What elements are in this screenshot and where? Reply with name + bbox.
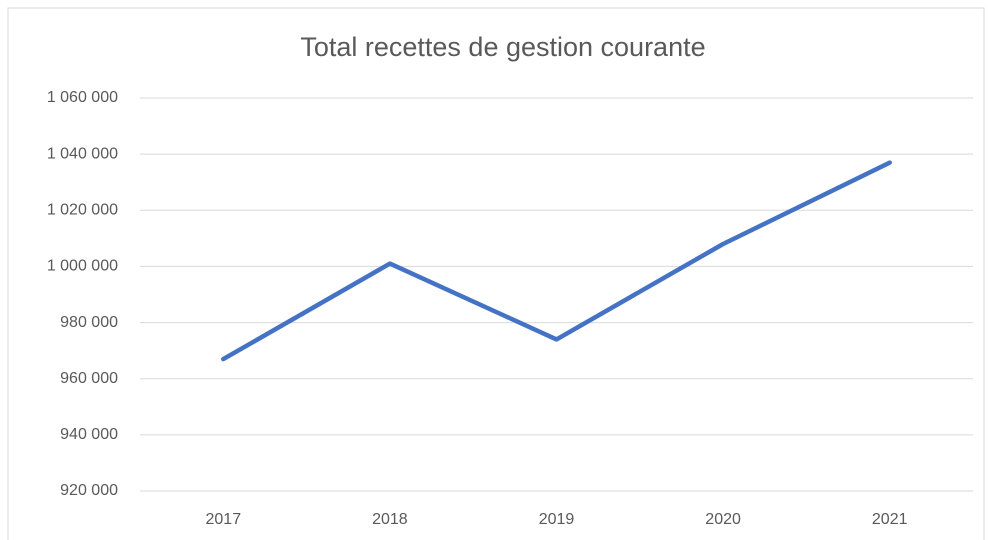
y-tick-label: 1 040 000 xyxy=(47,145,118,162)
x-tick-label: 2020 xyxy=(705,511,741,528)
x-tick-label: 2017 xyxy=(206,511,242,528)
y-tick-label: 960 000 xyxy=(60,370,118,387)
x-tick-label: 2018 xyxy=(372,511,408,528)
x-tick-label: 2021 xyxy=(872,511,908,528)
y-tick-label: 1 060 000 xyxy=(47,89,118,106)
y-tick-label: 1 020 000 xyxy=(47,202,118,219)
y-tick-label: 940 000 xyxy=(60,426,118,443)
chart-title: Total recettes de gestion courante xyxy=(300,32,705,62)
y-tick-label: 980 000 xyxy=(60,314,118,331)
x-tick-label: 2019 xyxy=(539,511,575,528)
y-tick-label: 1 000 000 xyxy=(47,258,118,275)
y-tick-label: 920 000 xyxy=(60,482,118,499)
chart-frame xyxy=(7,7,985,540)
line-series xyxy=(221,160,892,362)
